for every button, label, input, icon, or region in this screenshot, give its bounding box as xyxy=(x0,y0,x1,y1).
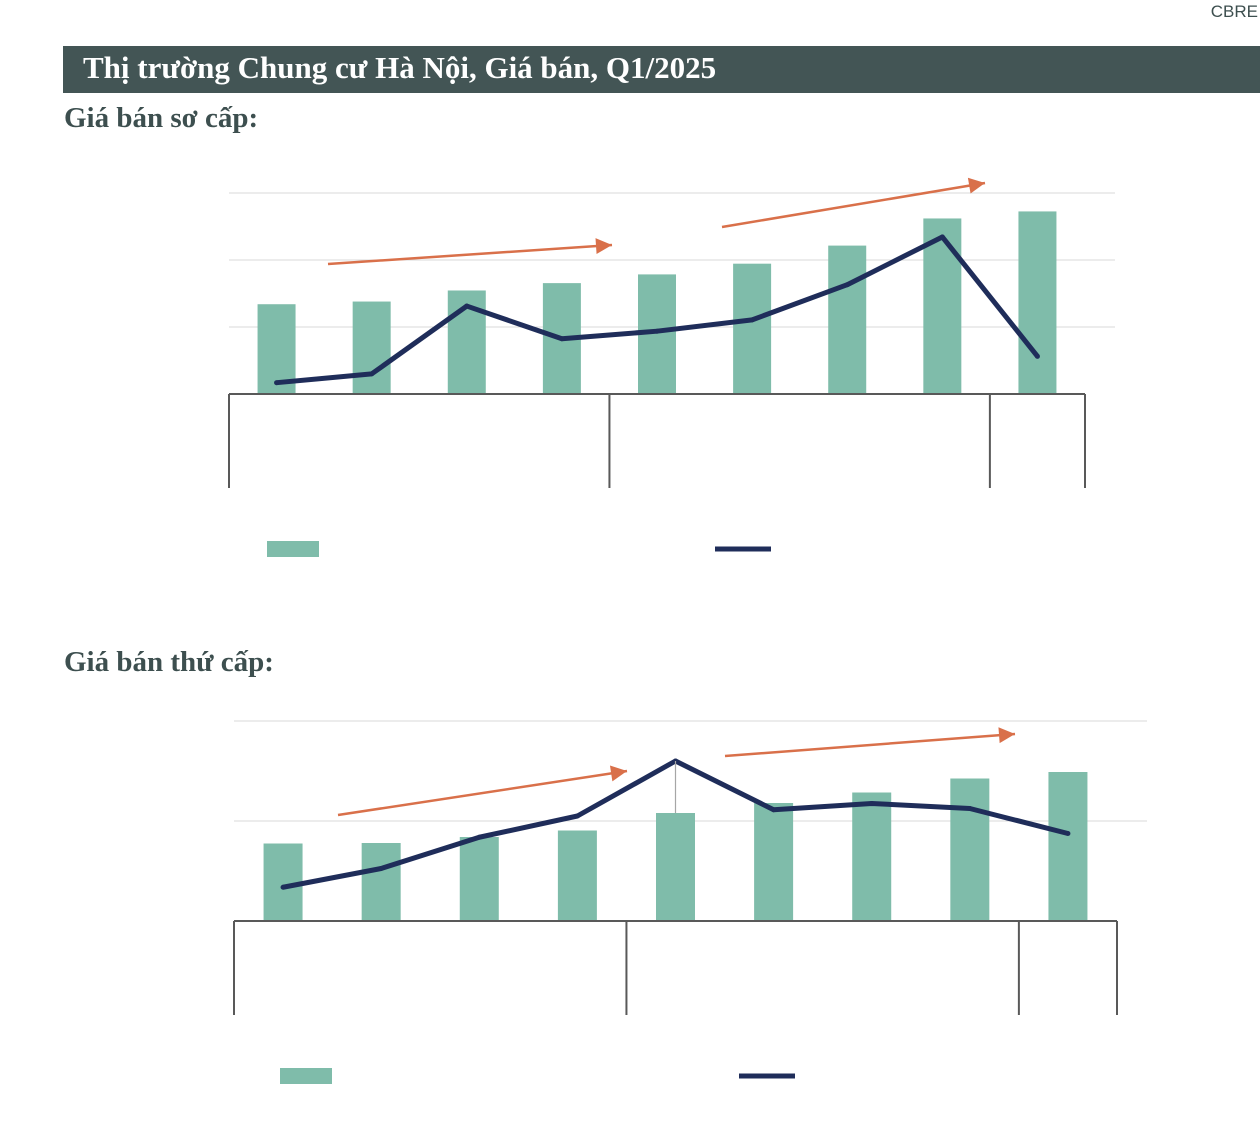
page-title: Thị trường Chung cư Hà Nội, Giá bán, Q1/… xyxy=(63,46,1260,93)
bar-7 xyxy=(950,778,990,921)
bar-7 xyxy=(923,218,962,394)
growth-point-6 xyxy=(844,282,850,288)
growth-point-8 xyxy=(1034,353,1040,359)
secondary-section-title: Giá bán thứ cấp: xyxy=(64,646,274,678)
growth-point-2 xyxy=(464,303,470,309)
growth-point-6 xyxy=(869,801,875,806)
bar-1 xyxy=(352,301,391,394)
bar-5 xyxy=(754,803,794,921)
growth-point-2 xyxy=(476,834,482,840)
bar-2 xyxy=(459,837,499,921)
growth-point-5 xyxy=(771,807,777,813)
growth-point-1 xyxy=(378,866,384,871)
bar-8 xyxy=(1018,211,1057,394)
growth-point-7 xyxy=(939,234,945,240)
legend-bar-swatch xyxy=(280,1068,332,1084)
bar-1 xyxy=(361,843,401,921)
growth-point-8 xyxy=(1065,831,1071,836)
growth-point-0 xyxy=(274,380,280,386)
bar-3 xyxy=(557,830,597,921)
bar-4 xyxy=(656,813,695,921)
growth-arrow-head xyxy=(967,177,985,194)
growth-arrow-head xyxy=(998,727,1015,744)
growth-arrow-head xyxy=(595,238,612,255)
growth-point-3 xyxy=(559,336,565,342)
brand-logo-text: CBRE xyxy=(1210,2,1258,21)
growth-point-3 xyxy=(574,813,580,819)
growth-point-0 xyxy=(280,884,286,890)
growth-arrow-head xyxy=(609,765,627,782)
bar-6 xyxy=(852,792,892,921)
growth-point-1 xyxy=(369,371,375,377)
growth-point-7 xyxy=(967,806,973,811)
growth-point-4 xyxy=(654,328,660,334)
primary-section-title: Giá bán sơ cấp: xyxy=(64,102,259,134)
growth-arrow-line xyxy=(327,243,613,266)
bar-8 xyxy=(1048,772,1088,921)
bar-5 xyxy=(733,263,772,394)
growth-point-5 xyxy=(749,317,755,323)
legend-bar-swatch xyxy=(267,541,319,557)
growth-arrow-line xyxy=(721,181,986,229)
growth-arrow-line xyxy=(724,732,1016,758)
bar-6 xyxy=(828,245,867,394)
growth-arrow-line xyxy=(337,769,628,817)
